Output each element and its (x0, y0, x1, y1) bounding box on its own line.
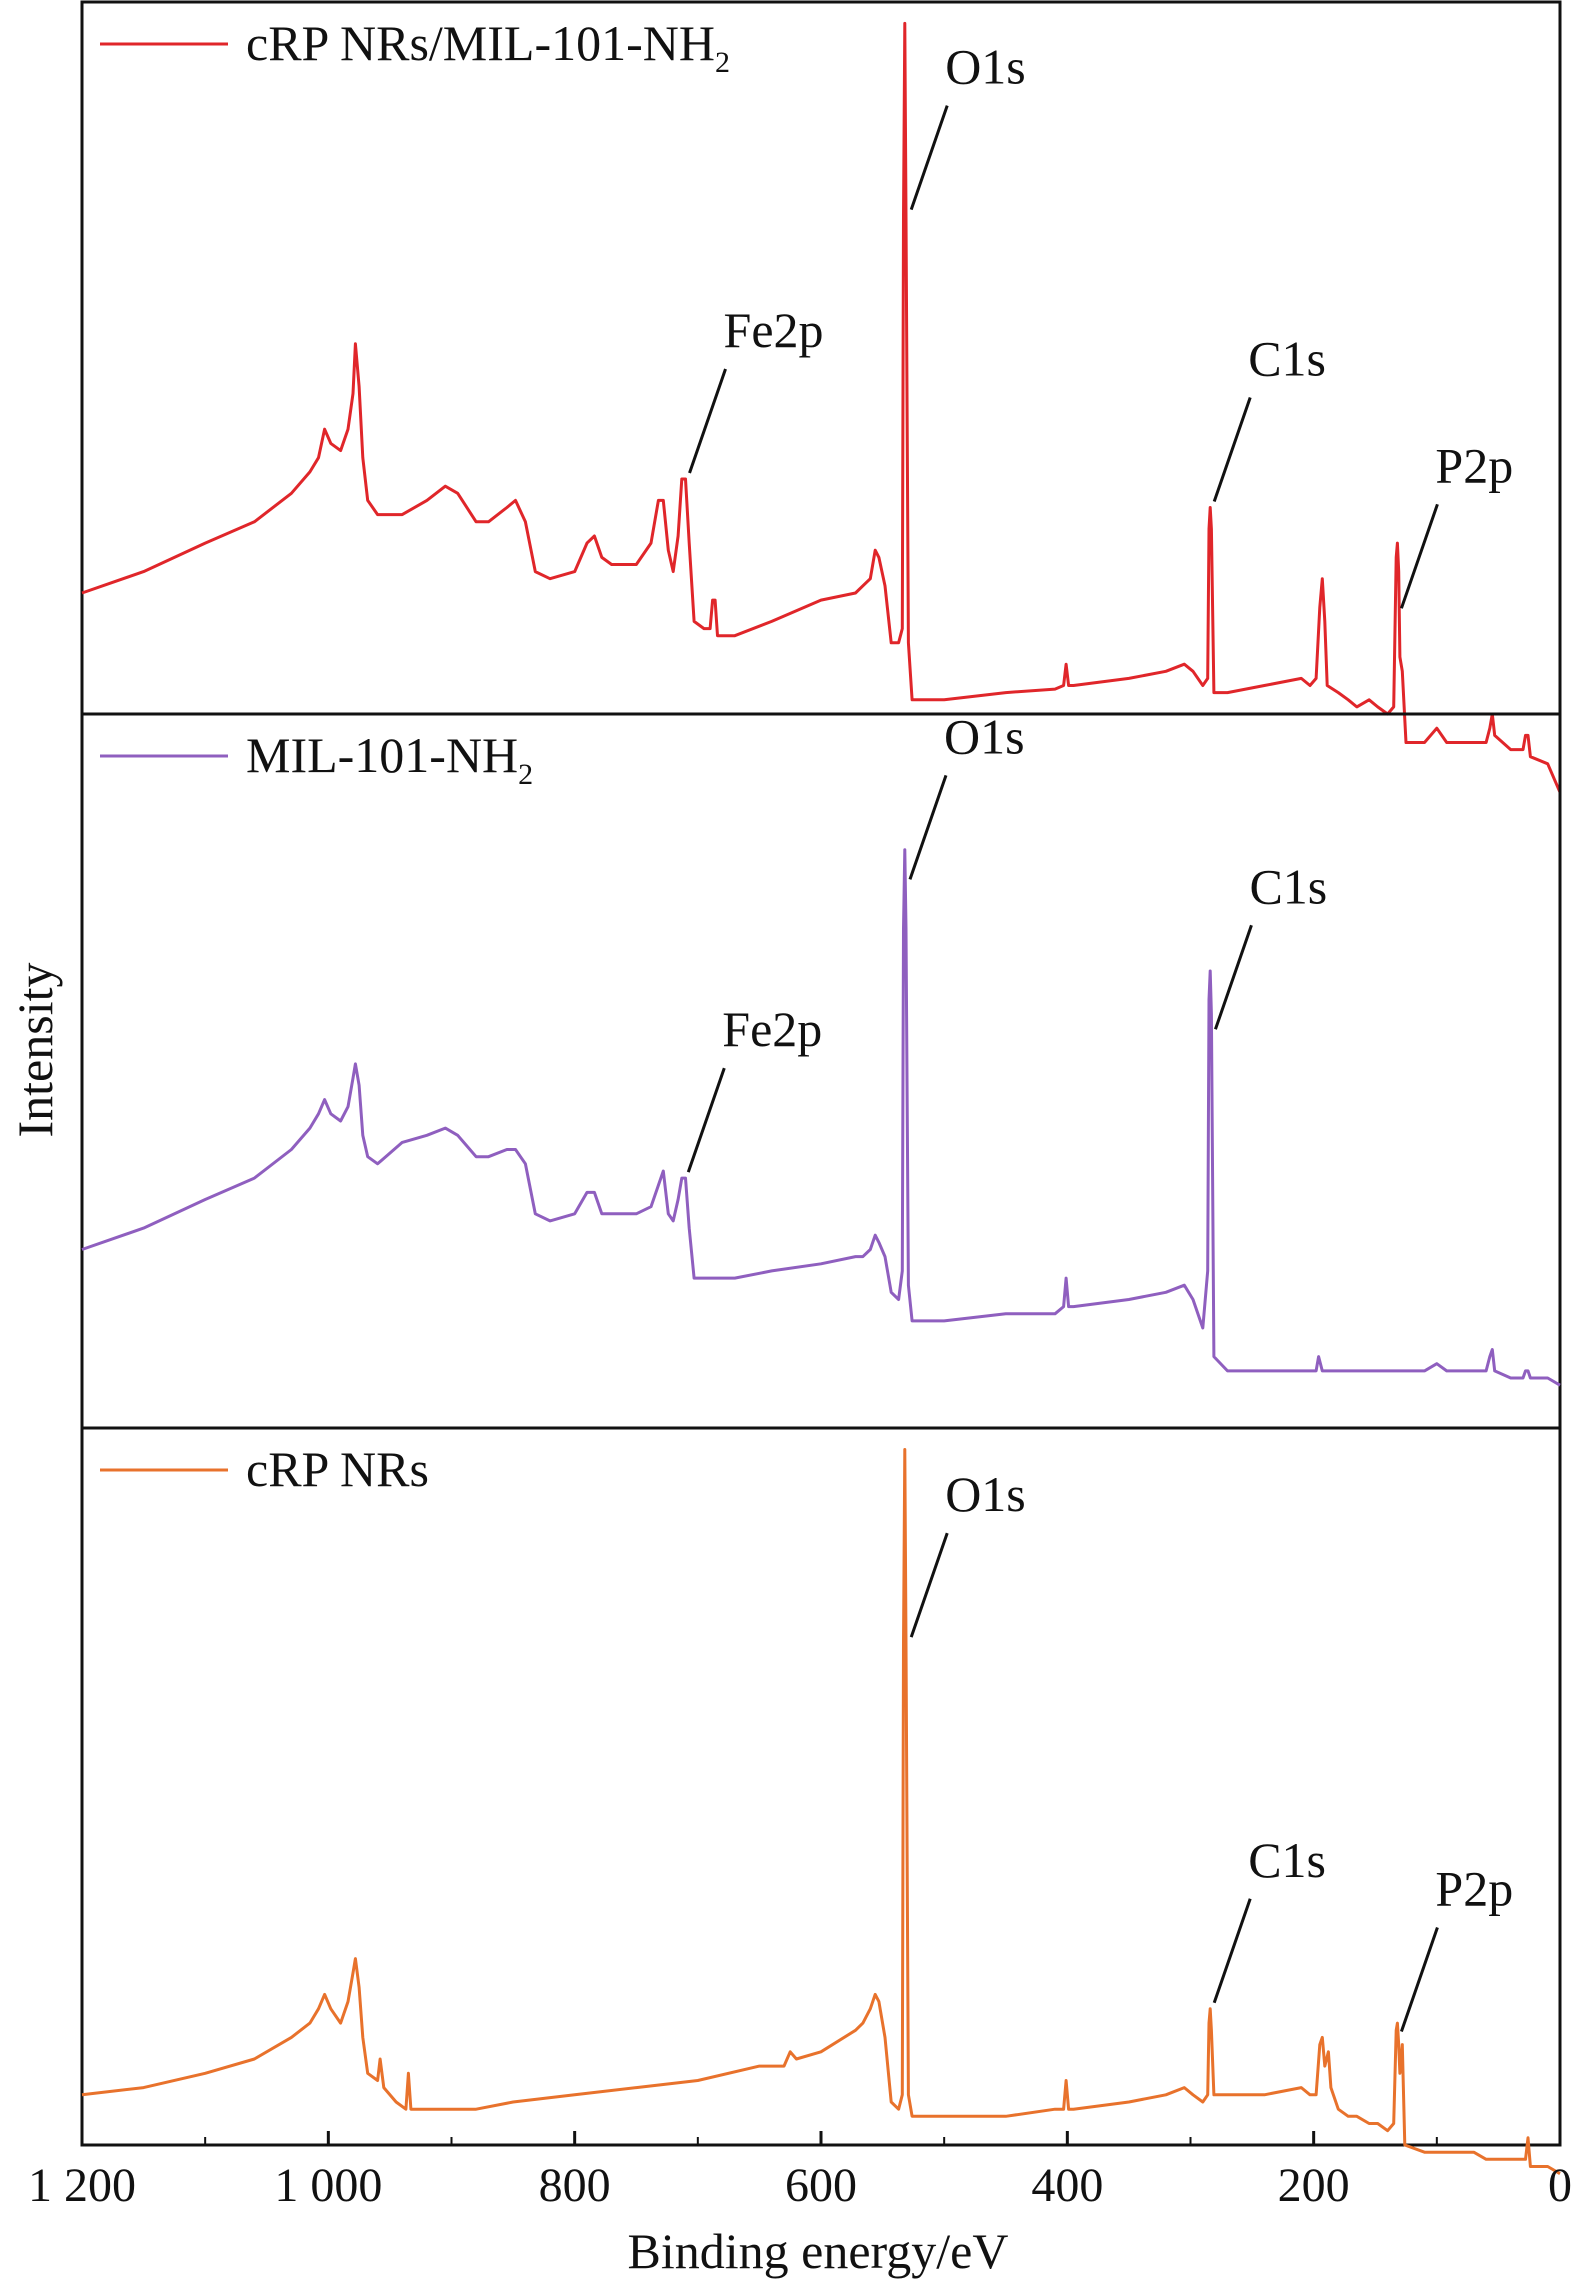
peak-label-c1s: C1s (1248, 331, 1326, 387)
annotation-leader (688, 368, 727, 474)
panel-frame (80, 1426, 1562, 2147)
chart-panels: cRP NRs/MIL-101-NH2 O1s Fe2p C1s P2p MIL-101-… (80, 0, 1562, 2175)
peak-label-fe2p: Fe2p (724, 302, 824, 358)
peak-label-o1s: O1s (945, 39, 1026, 95)
x-axis: 1 200 1 000 800 600 400 200 0 (28, 2131, 1572, 2212)
panel-frame (80, 712, 1562, 1430)
peak-label-fe2p: Fe2p (722, 1001, 822, 1057)
series-line (81, 848, 1561, 1387)
annotation-leader (1212, 397, 1252, 503)
peak-label-o1s: O1s (945, 1466, 1026, 1522)
annotation-leader (1214, 924, 1253, 1030)
legend-label: cRP NRs (246, 1441, 429, 1497)
legend-label: cRP NRs/MIL-101-NH2 (246, 15, 730, 79)
x-tick-label: 800 (539, 2159, 611, 2212)
peak-label-c1s: C1s (1248, 1832, 1326, 1888)
x-tick-label: 0 (1548, 2159, 1572, 2212)
annotation-leader (908, 774, 948, 880)
x-tick-label: 1 200 (28, 2159, 136, 2212)
panel-1: cRP NRs/MIL-101-NH2 O1s Fe2p C1s P2p (80, 0, 1562, 793)
x-tick-label: 400 (1031, 2159, 1103, 2212)
panel-2: MIL-101-NH2 O1s Fe2p C1s (80, 708, 1562, 1430)
annotation-leader (909, 1532, 949, 1638)
x-tick-label: 1 000 (274, 2159, 382, 2212)
annotation-leader (686, 1067, 726, 1173)
annotation-leader (909, 105, 949, 211)
annotation-leader (1212, 1898, 1252, 2004)
series-line (81, 1448, 1561, 2175)
peak-label-p2p: P2p (1435, 437, 1513, 493)
peak-label-o1s: O1s (944, 708, 1025, 764)
peak-label-c1s: C1s (1249, 858, 1327, 914)
panel-3: cRP NRs O1s C1s P2p (80, 1426, 1562, 2175)
series-line (81, 21, 1562, 793)
peak-label-p2p: P2p (1435, 1860, 1513, 1916)
annotation-leader (1400, 1926, 1439, 2032)
x-tick-label: 200 (1278, 2159, 1350, 2212)
y-axis-title: Intensity (7, 963, 63, 1138)
x-tick-label: 600 (785, 2159, 857, 2212)
annotation-leader (1400, 503, 1439, 609)
x-axis-title: Binding energy/eV (628, 2223, 1009, 2279)
legend-label: MIL-101-NH2 (246, 727, 533, 791)
